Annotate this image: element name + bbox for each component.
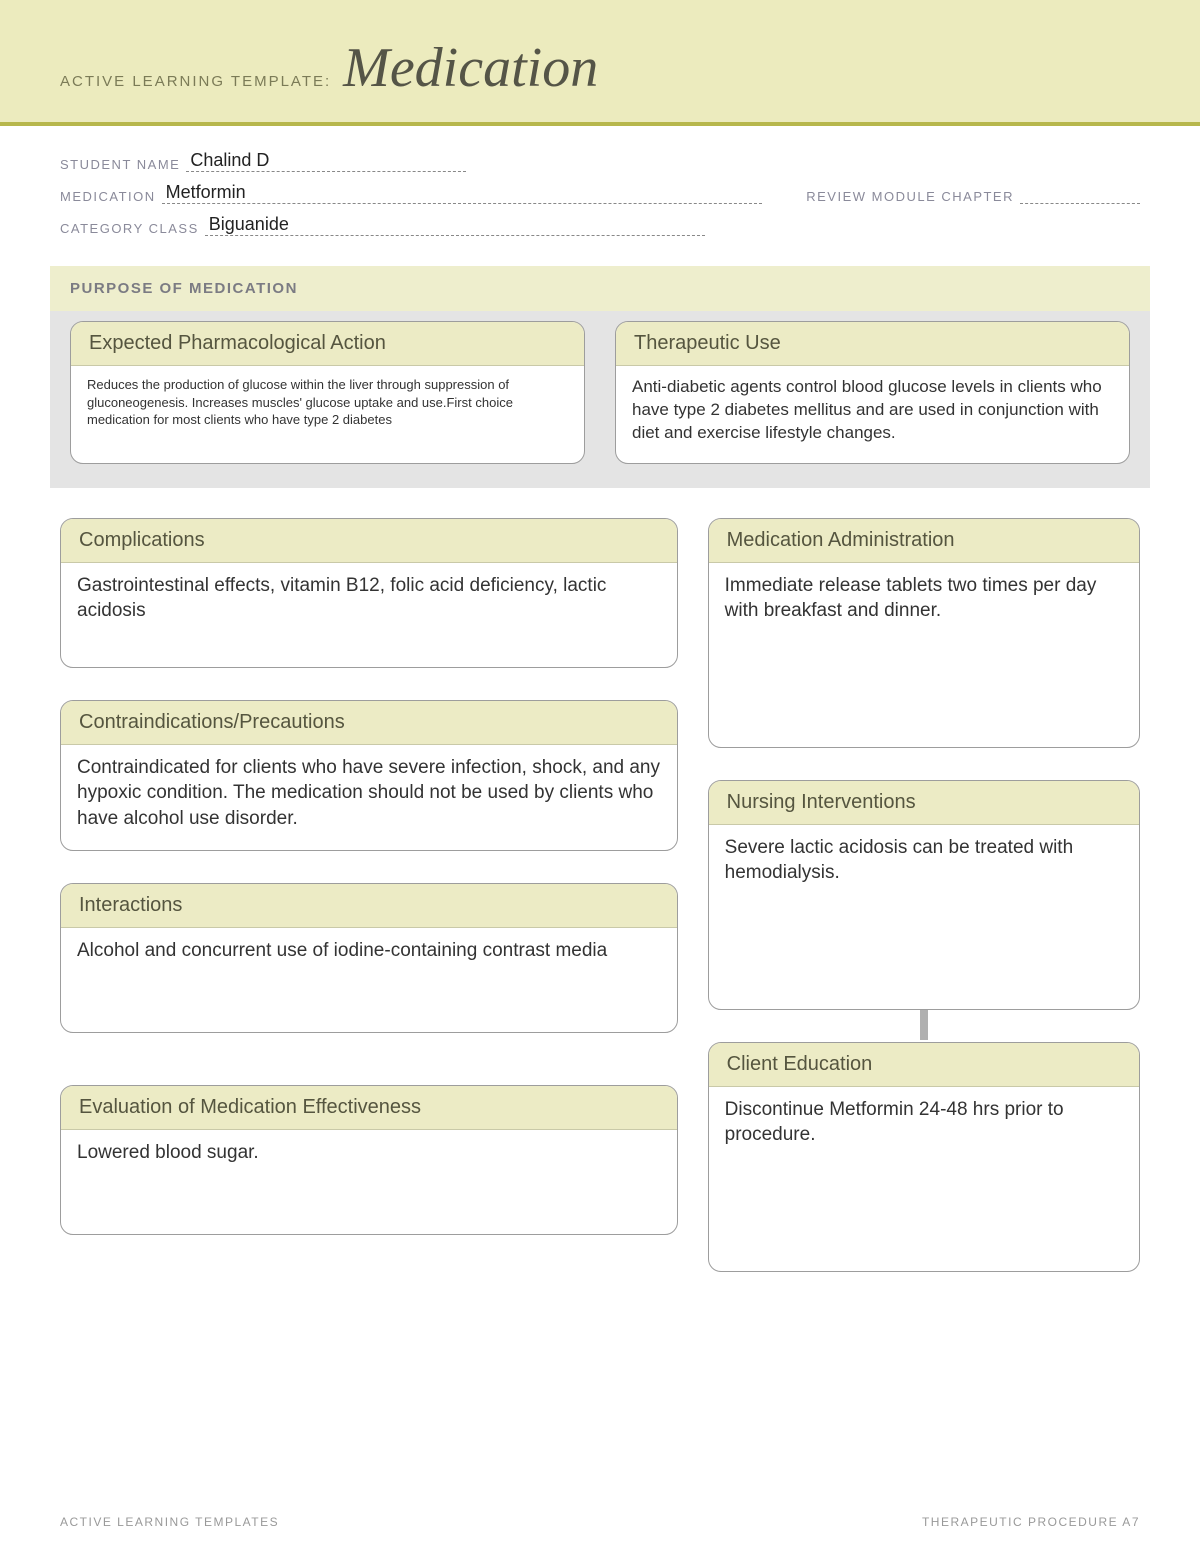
interactions-body: Alcohol and concurrent use of iodine-con… — [61, 928, 677, 1032]
main-grid: Complications Gastrointestinal effects, … — [0, 488, 1200, 1272]
student-value[interactable]: Chalind D — [186, 150, 466, 172]
education-card: Client Education Discontinue Metformin 2… — [708, 1042, 1140, 1272]
pharm-body: Reduces the production of glucose within… — [71, 366, 584, 463]
complications-body: Gastrointestinal effects, vitamin B12, f… — [61, 563, 677, 667]
review-label: REVIEW MODULE CHAPTER — [806, 189, 1014, 204]
admin-card: Medication Administration Immediate rele… — [708, 518, 1140, 748]
nursing-card: Nursing Interventions Severe lactic acid… — [708, 780, 1140, 1010]
page: ACTIVE LEARNING TEMPLATE: Medication STU… — [0, 0, 1200, 1553]
interactions-card: Interactions Alcohol and concurrent use … — [60, 883, 678, 1033]
education-body: Discontinue Metformin 24-48 hrs prior to… — [709, 1087, 1139, 1271]
evaluation-title: Evaluation of Medication Effectiveness — [61, 1086, 677, 1130]
category-field: CATEGORY CLASS Biguanide — [60, 214, 705, 236]
nursing-body: Severe lactic acidosis can be treated wi… — [709, 825, 1139, 1009]
purpose-section: PURPOSE OF MEDICATION Expected Pharmacol… — [50, 266, 1150, 488]
medication-field: MEDICATION Metformin — [60, 182, 762, 204]
medication-value[interactable]: Metformin — [162, 182, 762, 204]
footer: ACTIVE LEARNING TEMPLATES THERAPEUTIC PR… — [60, 1515, 1140, 1529]
row-category: CATEGORY CLASS Biguanide — [60, 214, 1140, 236]
education-title: Client Education — [709, 1043, 1139, 1087]
left-column: Complications Gastrointestinal effects, … — [60, 518, 678, 1235]
row-medication: MEDICATION Metformin REVIEW MODULE CHAPT… — [60, 182, 1140, 204]
therapeutic-title: Therapeutic Use — [616, 322, 1129, 366]
contra-title: Contraindications/Precautions — [61, 701, 677, 745]
therapeutic-card: Therapeutic Use Anti-diabetic agents con… — [615, 321, 1130, 464]
complications-card: Complications Gastrointestinal effects, … — [60, 518, 678, 668]
category-label: CATEGORY CLASS — [60, 221, 199, 236]
header-line: ACTIVE LEARNING TEMPLATE: Medication — [60, 36, 1140, 100]
therapeutic-body: Anti-diabetic agents control blood gluco… — [616, 366, 1129, 463]
footer-right: THERAPEUTIC PROCEDURE A7 — [922, 1515, 1140, 1529]
nursing-title: Nursing Interventions — [709, 781, 1139, 825]
admin-title: Medication Administration — [709, 519, 1139, 563]
interactions-title: Interactions — [61, 884, 677, 928]
footer-left: ACTIVE LEARNING TEMPLATES — [60, 1515, 279, 1529]
right-column: Medication Administration Immediate rele… — [708, 518, 1140, 1272]
student-label: STUDENT NAME — [60, 157, 180, 172]
purpose-header: PURPOSE OF MEDICATION — [50, 266, 1150, 311]
pharm-card: Expected Pharmacological Action Reduces … — [70, 321, 585, 464]
pharm-title: Expected Pharmacological Action — [71, 322, 584, 366]
info-block: STUDENT NAME Chalind D MEDICATION Metfor… — [0, 126, 1200, 256]
complications-title: Complications — [61, 519, 677, 563]
header-prefix: ACTIVE LEARNING TEMPLATE: — [60, 73, 331, 90]
admin-body: Immediate release tablets two times per … — [709, 563, 1139, 747]
evaluation-body: Lowered blood sugar. — [61, 1130, 677, 1234]
student-field: STUDENT NAME Chalind D — [60, 150, 466, 172]
row-student: STUDENT NAME Chalind D — [60, 150, 1140, 172]
review-field: REVIEW MODULE CHAPTER — [806, 182, 1140, 204]
purpose-boxes: Expected Pharmacological Action Reduces … — [50, 321, 1150, 464]
connector-icon — [920, 1010, 928, 1040]
header-banner: ACTIVE LEARNING TEMPLATE: Medication — [0, 0, 1200, 126]
contra-body: Contraindicated for clients who have sev… — [61, 745, 677, 850]
evaluation-card: Evaluation of Medication Effectiveness L… — [60, 1085, 678, 1235]
category-value[interactable]: Biguanide — [205, 214, 705, 236]
review-value[interactable] — [1020, 182, 1140, 204]
header-title: Medication — [343, 36, 598, 100]
medication-label: MEDICATION — [60, 189, 156, 204]
contra-card: Contraindications/Precautions Contraindi… — [60, 700, 678, 851]
